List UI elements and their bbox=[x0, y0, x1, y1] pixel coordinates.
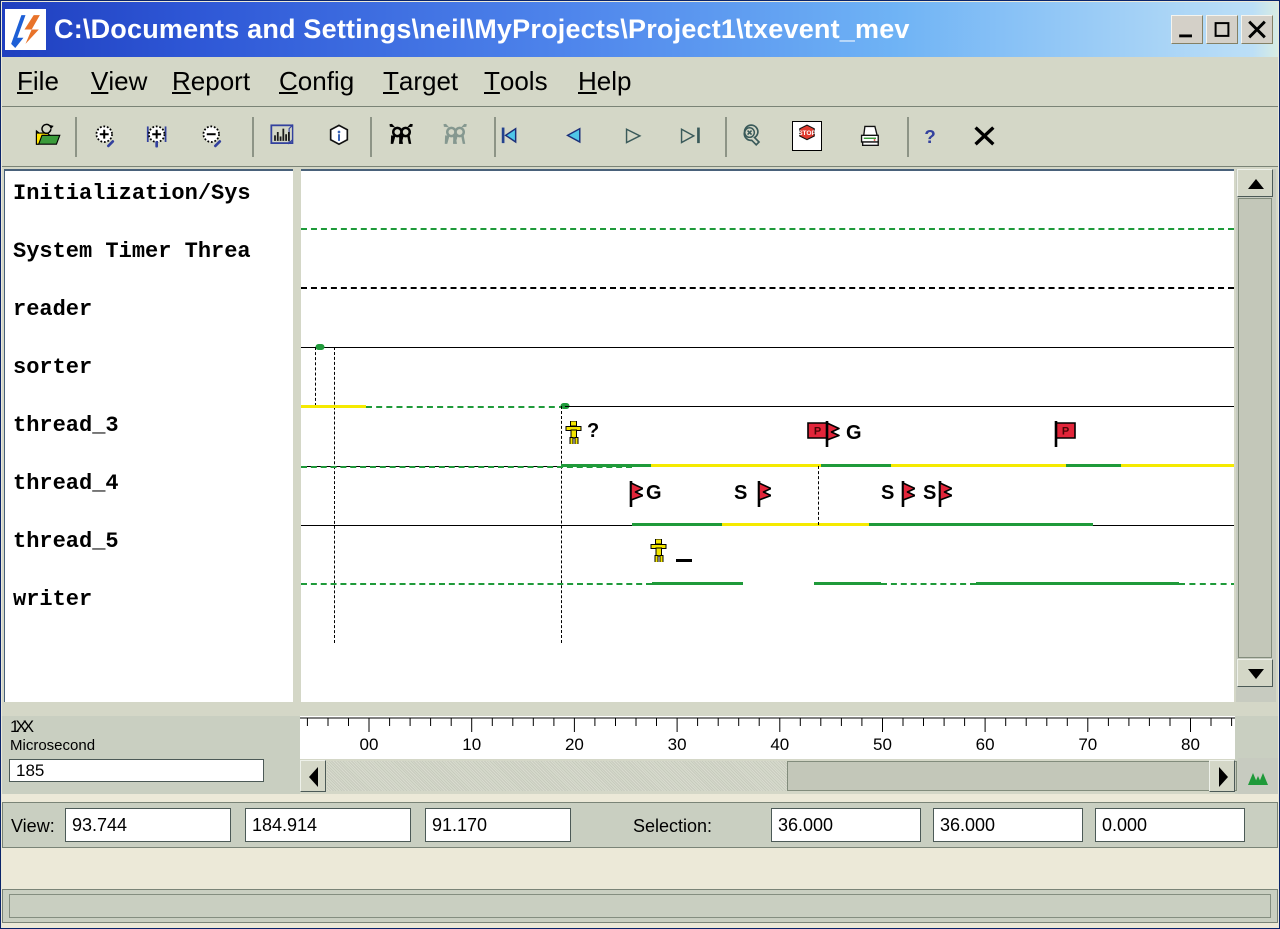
svg-text:80: 80 bbox=[1181, 735, 1200, 754]
svg-text:10: 10 bbox=[462, 735, 481, 754]
svg-text:00: 00 bbox=[360, 735, 379, 754]
svg-text:70: 70 bbox=[1078, 735, 1097, 754]
svg-text:20: 20 bbox=[565, 735, 584, 754]
svg-text:30: 30 bbox=[668, 735, 687, 754]
svg-text:50: 50 bbox=[873, 735, 892, 754]
svg-text:60: 60 bbox=[976, 735, 995, 754]
svg-text:?: ? bbox=[924, 127, 936, 148]
svg-text:STOP: STOP bbox=[798, 130, 816, 137]
svg-text:40: 40 bbox=[770, 735, 789, 754]
